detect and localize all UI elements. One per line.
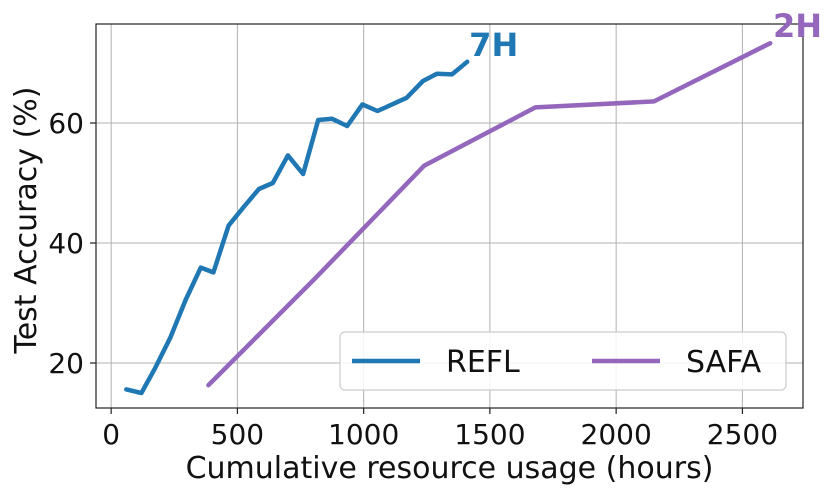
legend: REFL SAFA [339, 331, 787, 391]
x-axis-label: Cumulative resource usage (hours) [186, 451, 714, 486]
x-tick-label: 0 [102, 418, 120, 451]
series-lines [124, 40, 773, 396]
y-tick-label: 40 [48, 227, 84, 260]
axis-ticks: 0 500 1000 1500 2000 2500 20 40 60 [48, 107, 778, 451]
x-tick-label: 500 [211, 418, 264, 451]
legend-box [339, 331, 787, 391]
series-line-refl [124, 59, 470, 396]
x-tick-label: 1500 [454, 418, 525, 451]
x-tick-label: 1000 [328, 418, 399, 451]
end-label-safa: 2H [773, 7, 822, 45]
series-end-labels: 7H 2H [469, 7, 822, 64]
y-tick-label: 20 [48, 347, 84, 380]
end-label-refl: 7H [469, 26, 518, 64]
legend-label-safa: SAFA [686, 345, 762, 380]
y-tick-label: 60 [48, 107, 84, 140]
x-tick-label: 2500 [707, 418, 778, 451]
x-tick-label: 2000 [581, 418, 652, 451]
series-line-safa [206, 40, 773, 388]
y-axis-label: Test Accuracy (%) [9, 86, 44, 354]
plot-frame [95, 23, 804, 409]
legend-label-refl: REFL [446, 345, 520, 380]
